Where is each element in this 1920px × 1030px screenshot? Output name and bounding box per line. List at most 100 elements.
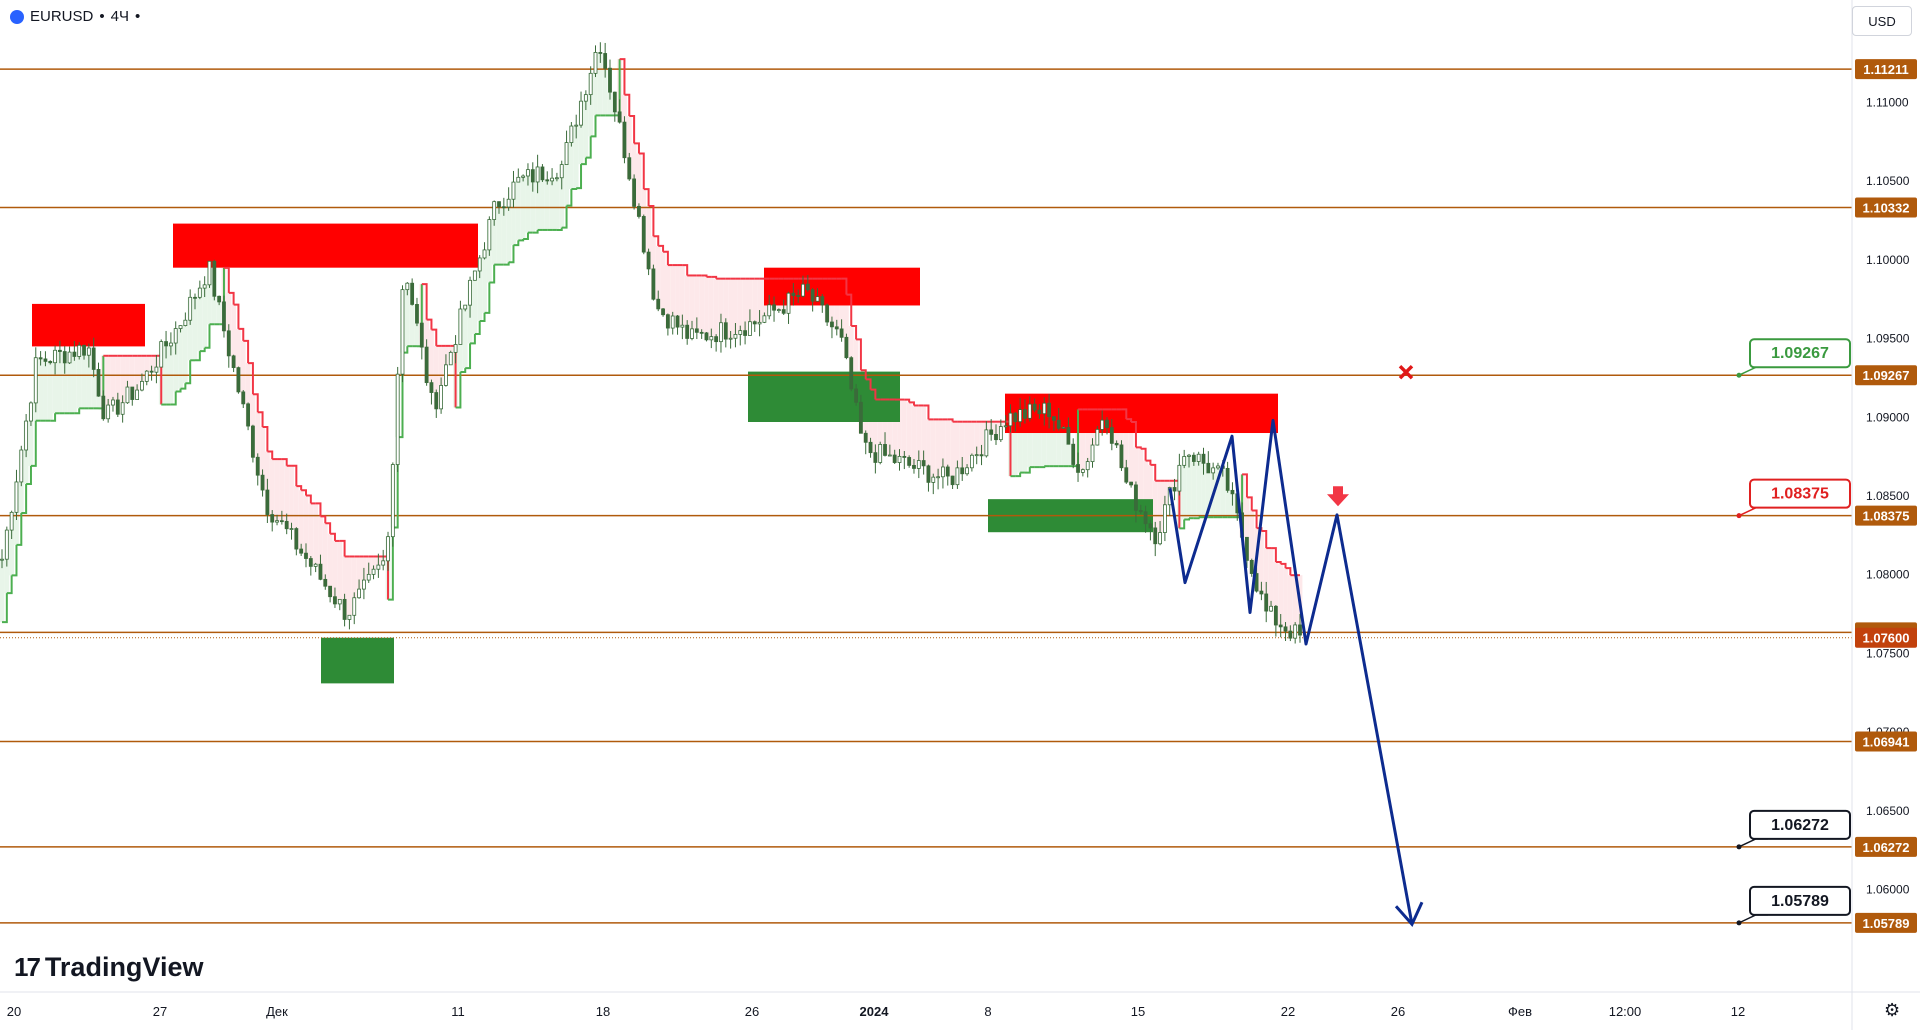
candle-body <box>564 142 569 166</box>
callout-anchor <box>1736 372 1742 378</box>
candle-body <box>858 401 863 434</box>
trail-fill-segment <box>322 523 328 587</box>
candle-body <box>902 455 907 458</box>
candle-body <box>333 596 337 605</box>
trailing-stop-segment <box>243 339 250 364</box>
header-separator: • <box>134 8 141 25</box>
trailing-stop-segment <box>923 404 930 420</box>
trail-fill-segment <box>544 180 550 230</box>
trail-fill-segment <box>1012 421 1018 477</box>
candle-body <box>361 579 366 590</box>
level-layer <box>0 68 1852 924</box>
candle-body <box>579 100 583 126</box>
trailing-stop-segment <box>2 593 8 624</box>
candle-body <box>294 528 299 550</box>
candle-body <box>998 426 1003 441</box>
callout-pointer <box>1738 506 1768 517</box>
trailing-stop-segment <box>388 527 394 601</box>
candle-body <box>878 444 883 463</box>
trailing-stop-segment <box>1150 463 1157 481</box>
trail-fill-segment <box>1022 418 1028 473</box>
trail-fill-segment <box>501 207 507 265</box>
timeframe-label[interactable]: 4Ч <box>110 8 129 25</box>
trail-fill-segment <box>535 166 541 230</box>
trailing-stop-segment <box>30 420 37 467</box>
settings-icon[interactable]: ⚙ <box>1884 1000 1901 1020</box>
callout-box <box>1749 885 1851 916</box>
trail-fill-segment <box>1027 404 1033 468</box>
candle-body <box>530 169 535 183</box>
candle-body <box>357 588 361 599</box>
candle-body <box>723 322 728 340</box>
trail-fill-segment <box>1061 427 1066 467</box>
candle-body <box>1187 454 1191 457</box>
trail-fill-segment <box>211 296 217 325</box>
trail-fill-segment <box>433 345 439 409</box>
candle-body <box>1143 511 1148 525</box>
tradingview-logo-text: TradingView <box>44 952 204 982</box>
trail-fill-segment <box>168 343 174 405</box>
candle-body <box>111 399 115 406</box>
candle-body <box>347 614 352 620</box>
trail-fill-segment <box>901 399 907 458</box>
currency-button[interactable]: USD <box>1852 6 1912 36</box>
trailing-stop-segment <box>1121 408 1128 420</box>
callout-anchor <box>1736 513 1742 519</box>
trail-fill-segment <box>655 245 661 309</box>
trailing-stop-segment <box>658 244 665 252</box>
candle-body <box>405 282 410 291</box>
trail-fill-segment <box>477 257 483 321</box>
candle-body <box>487 219 492 251</box>
trail-fill-segment <box>81 355 87 409</box>
candle-body <box>106 404 111 420</box>
candle-body <box>429 382 434 393</box>
trail-fill-segment <box>197 288 203 352</box>
candle-body <box>1018 409 1023 423</box>
tradingview-logo[interactable]: 17 TradingView <box>14 952 203 983</box>
y-tick-label: 1.07500 <box>1866 646 1910 660</box>
trail-fill-segment <box>462 305 468 369</box>
x-tick-label: 27 <box>153 1004 167 1019</box>
trail-fill-segment <box>96 396 101 409</box>
candle-body <box>0 558 4 561</box>
trailing-stop-segment <box>296 485 303 491</box>
trailing-stop-segment <box>1261 529 1268 549</box>
candle-body <box>342 598 347 620</box>
trail-fill-segment <box>1186 455 1192 519</box>
trail-fill-segment <box>733 278 738 335</box>
trail-fill-segment <box>115 355 121 415</box>
x-tick-label: 26 <box>745 1004 759 1019</box>
trail-fill-segment <box>853 339 859 403</box>
candle-body <box>680 324 685 328</box>
trailing-stop-segment <box>1179 519 1186 530</box>
candle-body <box>931 476 936 483</box>
candle-body <box>1293 624 1298 639</box>
trail-fill-segment <box>236 328 241 392</box>
trail-fill-segment <box>284 465 290 529</box>
candle-body <box>77 344 82 357</box>
trail-fill-segment <box>347 556 352 616</box>
level-price-tag-text: 1.06941 <box>1863 734 1910 749</box>
trail-fill-segment <box>1017 409 1023 473</box>
candle-body <box>193 296 197 299</box>
candle-body <box>43 358 48 362</box>
callout-pointer <box>1738 366 1768 376</box>
trailing-stop-segment <box>11 544 18 577</box>
candle-body <box>390 464 395 538</box>
trail-fill-segment <box>134 355 140 391</box>
trailing-stop-segment <box>576 164 583 190</box>
trail-fill-segment <box>959 421 965 474</box>
trailing-stop-segment <box>339 539 346 557</box>
candle-body <box>665 314 670 329</box>
trail-fill-segment <box>511 182 516 246</box>
trail-fill-segment <box>1133 447 1139 511</box>
candle-body <box>1245 536 1249 561</box>
candle-body <box>497 201 501 208</box>
candle-body <box>733 334 738 339</box>
candle-body <box>125 386 130 404</box>
y-tick-label: 1.11000 <box>1866 95 1909 109</box>
symbol-logo-icon <box>10 9 24 24</box>
trail-fill-segment <box>414 323 420 347</box>
symbol-header[interactable]: EURUSD • 4Ч • <box>10 8 140 25</box>
